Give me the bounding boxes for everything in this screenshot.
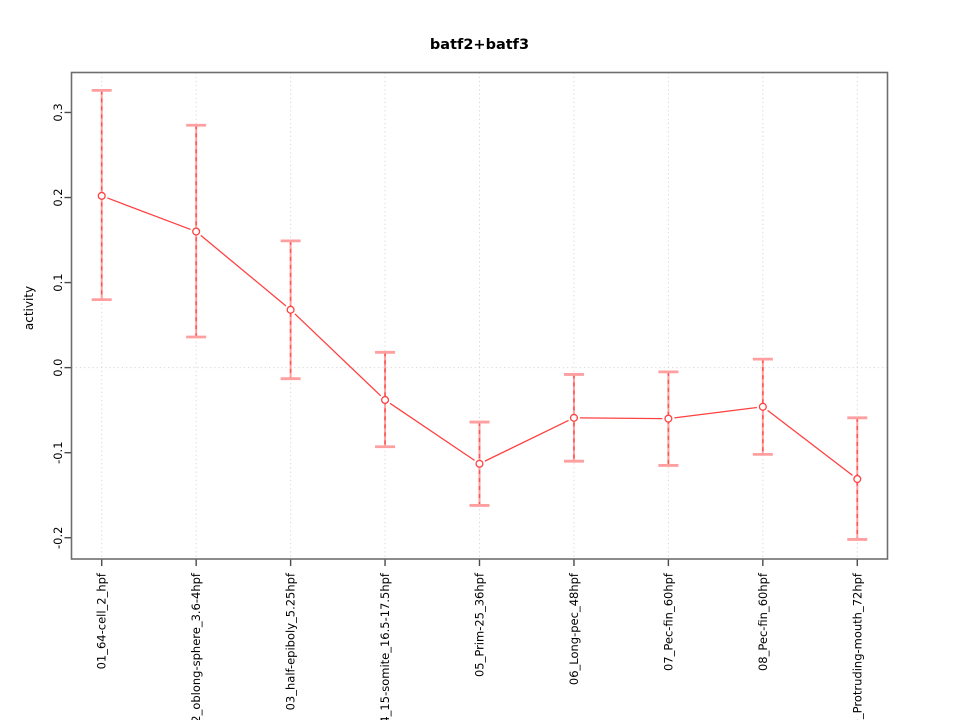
grid-layer bbox=[71, 72, 888, 559]
y-tick-label: -0.2 bbox=[51, 527, 65, 549]
x-category-label: 01_64-cell_2_hpf bbox=[95, 572, 109, 669]
y-tick-label: 0.0 bbox=[51, 358, 65, 376]
x-category-label: 05_Prim-25_36hpf bbox=[473, 572, 487, 677]
y-tick-label: 0.3 bbox=[51, 103, 65, 121]
y-axis-title: activity bbox=[22, 286, 36, 330]
series-line-segment bbox=[767, 409, 853, 476]
data-point bbox=[381, 395, 390, 405]
x-category-label: 03_half-epiboly_5.25hpf bbox=[284, 572, 298, 710]
series-line-segment bbox=[484, 419, 569, 462]
series-line-segment bbox=[674, 406, 757, 419]
series-line-segment bbox=[294, 313, 382, 397]
x-category-label: 07_Pec-fin_60hpf bbox=[661, 572, 675, 671]
data-point bbox=[192, 227, 201, 236]
data-point bbox=[758, 402, 767, 411]
data-point bbox=[97, 191, 106, 200]
plot-box bbox=[70, 71, 889, 560]
series-line-segment bbox=[107, 197, 191, 231]
data-series-layer bbox=[91, 88, 868, 541]
x-category-label: 04_15-somite_16.5-17.5hpf bbox=[378, 572, 392, 720]
series-line-segment bbox=[389, 402, 475, 461]
data-point bbox=[853, 475, 862, 484]
x-category-label: 06_Long-pec_48hpf bbox=[567, 572, 581, 685]
data-point bbox=[569, 413, 578, 422]
x-category-label: 09_Protruding-mouth_72hpf bbox=[850, 572, 864, 720]
x-category-label: 02_oblong-sphere_3.6-4hpf bbox=[189, 572, 203, 720]
y-tick-label: 0.2 bbox=[51, 188, 65, 206]
data-point bbox=[286, 305, 295, 314]
series-line-segment bbox=[579, 417, 663, 420]
x-category-label: 08_Pec-fin_60hpf bbox=[756, 572, 770, 671]
axis-layer: -0.2 -0.1 0.0 0.1 0.2 0.3 01_64-cell_2_hpf 02_o… bbox=[51, 103, 864, 720]
data-point bbox=[475, 459, 484, 468]
y-tick-label: 0.1 bbox=[51, 273, 65, 291]
series-line-segment bbox=[200, 234, 287, 307]
y-tick-label: -0.1 bbox=[51, 441, 65, 463]
data-point bbox=[664, 414, 673, 423]
chart-title: batf2+batf3 bbox=[430, 37, 529, 53]
